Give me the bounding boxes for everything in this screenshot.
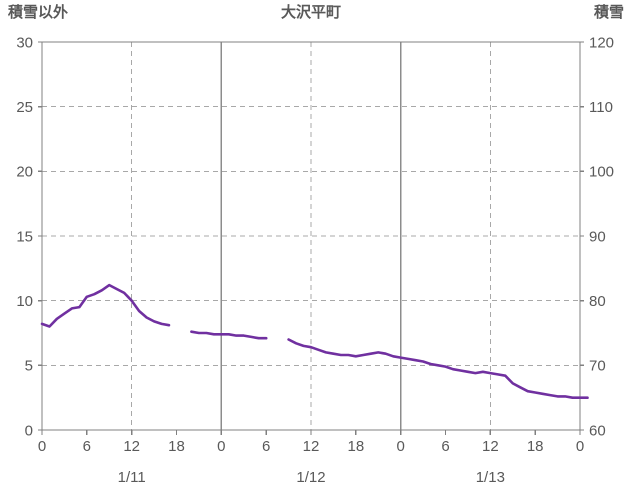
- x-axis-hour-label: 12: [482, 438, 499, 455]
- x-axis-hour-label: 18: [527, 438, 544, 455]
- chart-title: 大沢平町: [280, 4, 341, 21]
- x-axis-hour-label: 6: [441, 438, 449, 455]
- x-axis-hour-label: 12: [303, 438, 320, 455]
- right-axis-tick-label: 120: [589, 34, 614, 51]
- left-axis-tick-label: 10: [16, 293, 33, 310]
- left-axis-tick-label: 30: [16, 34, 33, 51]
- x-axis-hour-label: 12: [123, 438, 140, 455]
- left-axis-tick-label: 20: [16, 164, 33, 181]
- x-axis-date-label: 1/12: [296, 469, 325, 486]
- x-axis-hour-label: 6: [83, 438, 91, 455]
- right-axis-tick-label: 100: [589, 164, 614, 181]
- x-axis-hour-label: 0: [38, 438, 46, 455]
- right-axis-tick-label: 110: [589, 99, 613, 116]
- right-axis-tick-label: 80: [589, 293, 606, 310]
- x-axis-hour-label: 6: [262, 438, 270, 455]
- x-axis-hour-label: 0: [217, 438, 225, 455]
- x-axis-hour-label: 18: [347, 438, 364, 455]
- right-axis-tick-label: 60: [589, 422, 606, 439]
- series-line-snow-depth: [40, 283, 589, 399]
- left-axis-tick-label: 0: [25, 422, 33, 439]
- right-axis-tick-label: 70: [589, 358, 606, 375]
- x-axis-hour-label: 18: [168, 438, 185, 455]
- x-axis-hour-label: 0: [576, 438, 584, 455]
- right-axis-title: 積雪: [593, 4, 624, 21]
- x-axis-date-label: 1/11: [118, 469, 146, 486]
- left-axis-title: 積雪以外: [8, 4, 69, 21]
- left-axis-tick-label: 5: [25, 358, 33, 375]
- x-axis-date-label: 1/13: [476, 469, 505, 486]
- left-axis-tick-label: 25: [16, 99, 33, 116]
- left-axis-tick-label: 15: [16, 228, 33, 245]
- x-axis-hour-label: 0: [396, 438, 404, 455]
- right-axis-tick-label: 90: [589, 228, 606, 245]
